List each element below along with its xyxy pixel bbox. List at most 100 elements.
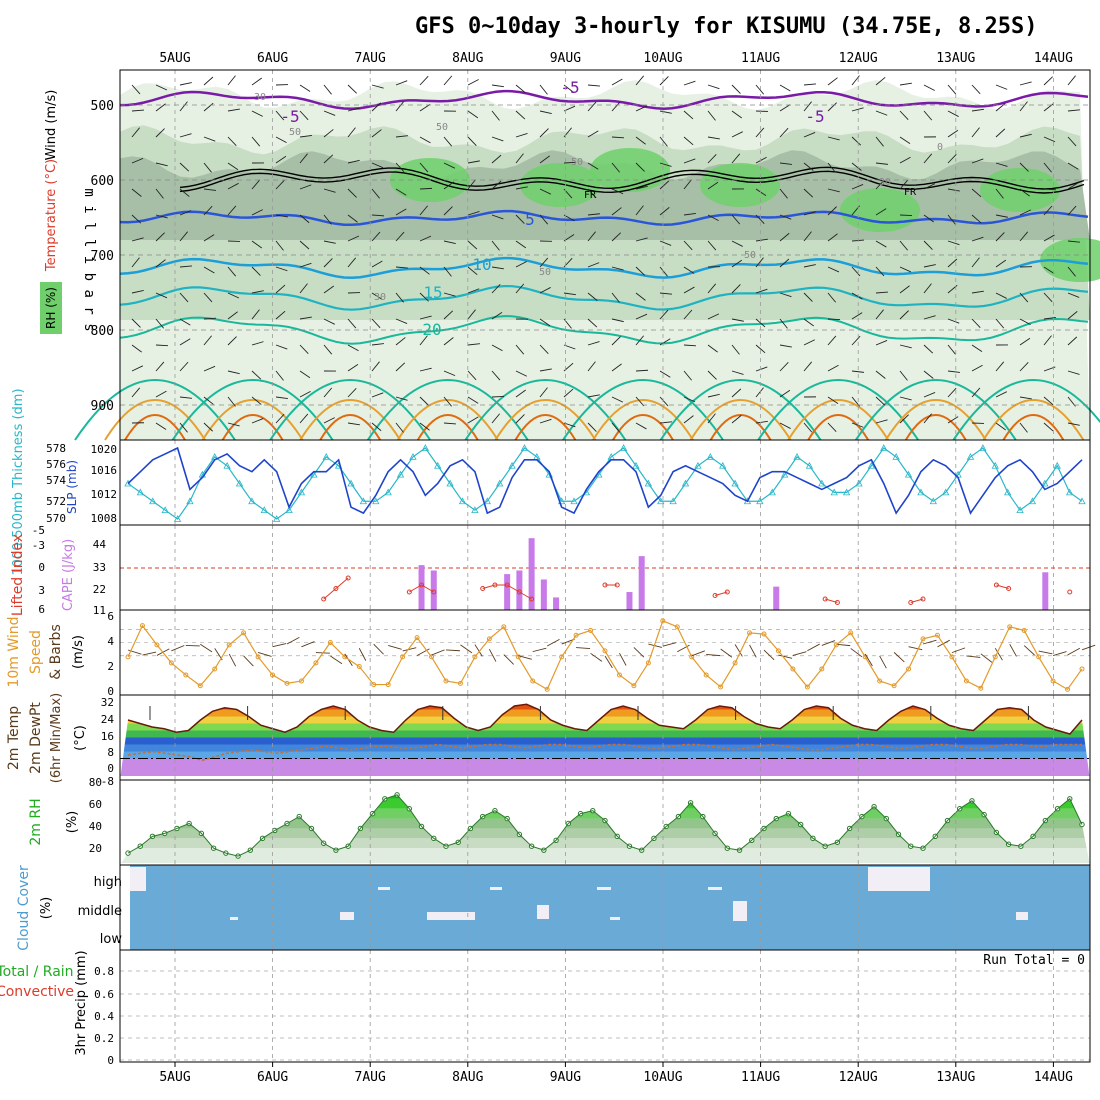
cloud-background	[130, 865, 1090, 950]
wind-barb	[827, 102, 837, 112]
precip-axis-label: 3hr Precip (mm)	[74, 950, 89, 1055]
wind-barb	[419, 104, 431, 112]
temp-axis-label-b: 2m DewPt	[28, 702, 44, 774]
thickness-marker	[719, 461, 727, 469]
wind-barb	[395, 101, 404, 112]
wind-barb	[755, 387, 764, 398]
wind-barb	[971, 188, 982, 198]
wind-barb	[971, 236, 984, 242]
wind-barb	[323, 318, 335, 325]
wind-barb	[299, 390, 311, 398]
thickness-marker	[929, 497, 937, 505]
temp-tick-label: 0	[107, 762, 114, 775]
wind-marker	[559, 654, 565, 660]
wind-barb	[155, 344, 169, 347]
wind-barb	[659, 136, 668, 147]
wind-barb	[467, 160, 480, 164]
wind-speed-line	[127, 620, 1083, 691]
wind-barb-10m	[778, 654, 793, 659]
lifted-marker	[321, 596, 327, 602]
thickness-axis-label: 1000-500mb Thickness (dm)	[11, 388, 26, 575]
wind-barb	[707, 413, 716, 424]
wind-barb	[155, 292, 168, 299]
lifted-marker	[529, 596, 535, 602]
wind-barb-10m	[1081, 644, 1096, 651]
thickness-marker	[694, 461, 702, 469]
wind-barb	[779, 344, 792, 348]
pressure-tick-label: 700	[91, 249, 114, 264]
wind-barb	[467, 416, 479, 424]
contour-label: 30	[879, 177, 891, 188]
wind-barb	[395, 318, 408, 324]
lifted-tick-label: 3	[38, 584, 45, 597]
wind-barb	[347, 363, 359, 372]
lifted-marker	[908, 600, 914, 605]
pressure-tick-label: 600	[91, 174, 114, 189]
wind-barb	[323, 110, 336, 116]
wind-barb	[1043, 292, 1053, 303]
wind-barb	[491, 266, 504, 270]
wind-barb-10m	[576, 647, 591, 650]
wind-barb	[131, 127, 140, 138]
wind-barb	[347, 84, 357, 94]
wind-barb	[803, 231, 812, 242]
wind-marker	[978, 685, 984, 691]
wind-barb	[155, 361, 165, 372]
wind-barb	[203, 335, 212, 346]
wind-marker	[718, 684, 724, 690]
wind-marker	[602, 648, 608, 654]
thickness-marker	[818, 479, 826, 487]
thickness-marker	[644, 479, 653, 487]
wind-barb	[635, 292, 646, 301]
thickness-marker	[1028, 497, 1037, 505]
wind-barb	[251, 266, 261, 276]
wind-barb	[203, 292, 213, 303]
temp-contour-warm	[757, 379, 920, 441]
lifted-marker	[993, 582, 999, 588]
wind-barb	[419, 396, 429, 406]
wind-barb	[731, 110, 743, 119]
wind-marker	[414, 635, 420, 641]
lifted-marker	[516, 589, 522, 595]
thickness-marker	[855, 479, 863, 487]
wind-barb	[875, 309, 884, 320]
wind-barb	[347, 422, 360, 426]
wind-barb	[851, 183, 864, 190]
thickness-marker	[508, 461, 516, 469]
wind-barb	[995, 232, 1005, 242]
wind-barb-10m	[749, 644, 757, 658]
wind-barb	[635, 162, 645, 172]
wind-barb	[1043, 188, 1057, 191]
wind-barb	[539, 188, 552, 195]
wind-marker	[1079, 666, 1085, 672]
wind-barb	[947, 416, 959, 424]
wind-barb	[131, 109, 144, 112]
slp-tick-label: 1008	[91, 512, 118, 525]
temp-contour	[119, 315, 1089, 345]
wind-barb	[923, 392, 936, 398]
wind-barb	[851, 75, 860, 86]
wind-barb	[971, 364, 983, 372]
date-label-top: 9AUG	[550, 51, 581, 66]
wind-barb-10m	[619, 652, 627, 666]
temp-contour-warm	[1002, 414, 1065, 441]
wind-barb	[155, 103, 166, 112]
wind-barb	[1019, 101, 1028, 112]
wind-barb	[299, 370, 311, 379]
wind-barb	[299, 214, 310, 224]
wind-marker	[197, 683, 203, 689]
wind-barb	[803, 339, 815, 346]
wind-barb	[395, 80, 408, 86]
wind-barb	[515, 261, 527, 268]
wind-barb	[899, 414, 909, 424]
wind-barb	[683, 110, 694, 120]
wind-barb	[275, 136, 287, 144]
wind-barb	[251, 396, 262, 405]
wind-barb	[323, 285, 335, 294]
lifted-marker	[834, 600, 840, 605]
wind-barb-10m	[546, 638, 560, 647]
wind-barb	[731, 214, 741, 225]
wind-barb	[1067, 205, 1077, 216]
wind-barb	[491, 240, 500, 251]
wind-barb	[227, 370, 240, 375]
